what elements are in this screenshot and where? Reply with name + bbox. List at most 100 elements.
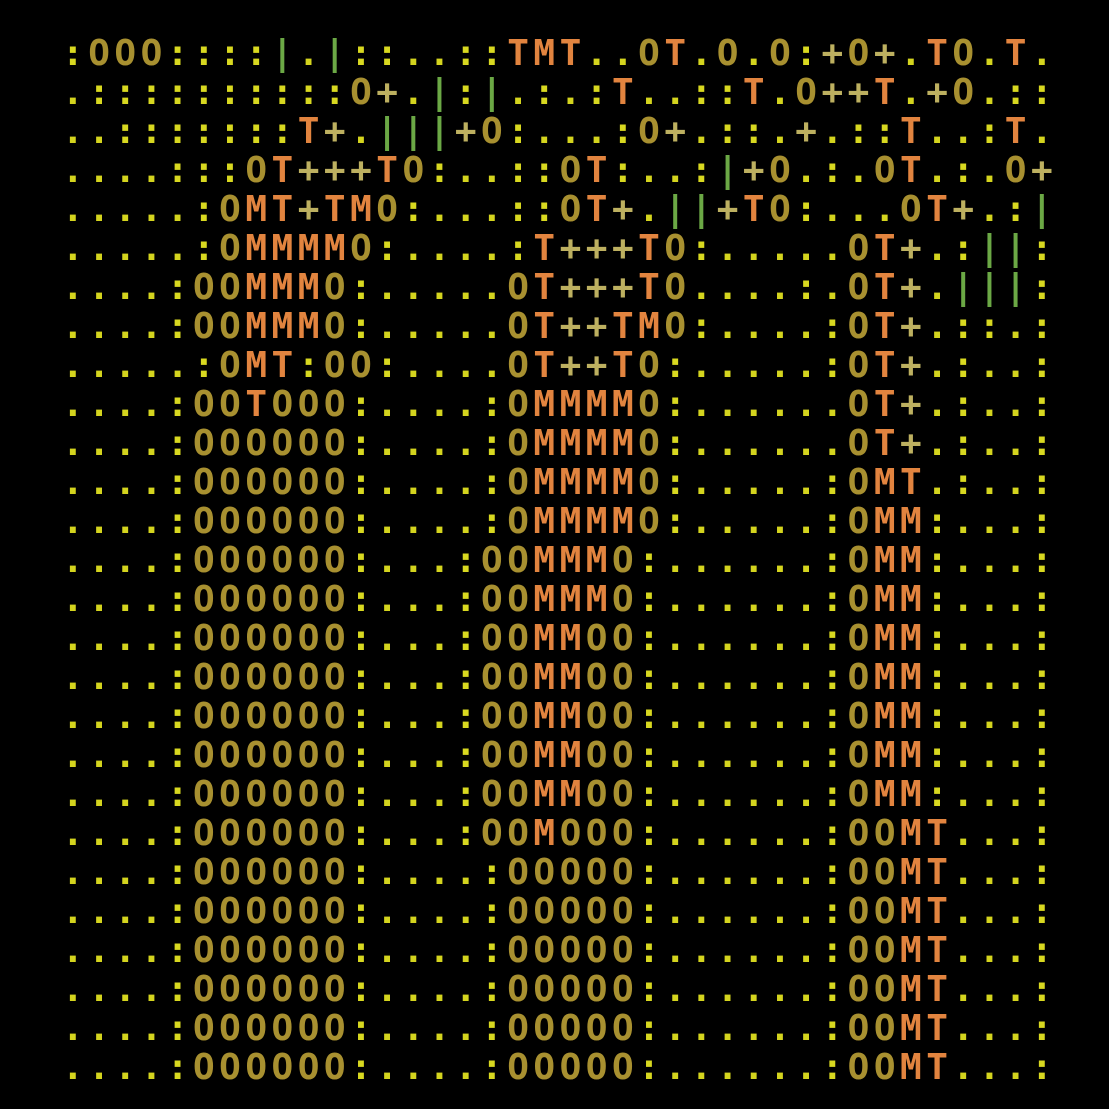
ascii-cell: . [481,229,503,268]
ascii-cell: O [716,34,739,73]
ascii-cell: . [742,853,765,892]
ascii-cell: . [454,463,477,502]
ascii-cell: + [847,73,870,112]
ascii-cell: O [585,931,608,970]
ascii-cell: . [926,424,948,463]
ascii-cell: O [847,892,870,931]
ascii-cell: . [1004,307,1027,346]
ascii-cell: . [716,775,739,814]
ascii-cell: . [140,736,163,775]
ascii-cell: O [847,463,870,502]
ascii-cell: . [690,346,713,385]
ascii-cell: O [192,931,215,970]
ascii-cell: . [978,1009,1001,1048]
ascii-cell: T [664,34,686,73]
ascii-cell: . [88,190,110,229]
ascii-cell: : [166,1009,189,1048]
ascii-cell: O [559,814,582,853]
ascii-row: .....: O M T + T M O:...:: O T +. | | + T O:... O T +.: | [62,190,1058,229]
ascii-cell: . [376,931,398,970]
ascii-cell: : [350,268,372,307]
ascii-cell: + [900,346,922,385]
ascii-cell: . [88,775,110,814]
ascii-cell: T [533,307,556,346]
ascii-cell: M [900,658,922,697]
ascii-cell: . [62,697,84,736]
ascii-cell: . [742,970,765,1009]
ascii-cell: O [533,1009,556,1048]
ascii-cell: . [664,73,686,112]
ascii-cell: T [742,190,765,229]
ascii-cell: O [847,502,870,541]
ascii-cell: O [219,1009,241,1048]
ascii-cell: . [664,853,686,892]
ascii-cell: O [271,463,294,502]
ascii-cell: . [62,970,84,1009]
ascii-cell: . [166,229,189,268]
ascii-cell: . [664,814,686,853]
ascii-cell: . [88,736,110,775]
ascii-cell: + [454,112,477,151]
ascii-cell: . [821,268,844,307]
ascii-cell: O [219,580,241,619]
ascii-cell: M [585,424,608,463]
ascii-cell: M [533,619,556,658]
ascii-cell: . [716,307,739,346]
ascii-cell: O [219,970,241,1009]
ascii-cell: . [769,697,791,736]
ascii-cell: O [900,190,922,229]
ascii-cell: O [638,502,660,541]
ascii-cell: : [114,73,137,112]
ascii-cell: . [140,853,163,892]
ascii-cell: O [192,424,215,463]
ascii-cell: . [664,697,686,736]
ascii-cell: O [245,151,267,190]
ascii-cell: . [769,970,791,1009]
ascii-cell: O [323,736,346,775]
ascii-cell: | [978,229,1001,268]
ascii-cell: + [297,151,320,190]
ascii-cell: : [638,1009,660,1048]
ascii-cell: : [114,112,137,151]
ascii-cell: : [1030,229,1053,268]
ascii-cell: . [428,268,451,307]
ascii-cell: : [140,73,163,112]
ascii-cell: : [350,775,372,814]
ascii-cell: : [350,892,372,931]
ascii-cell: . [690,658,713,697]
ascii-cell: O [559,190,582,229]
ascii-cell: . [742,775,765,814]
ascii-cell: : [926,658,948,697]
ascii-cell: : [926,580,948,619]
ascii-cell: O [219,658,241,697]
ascii-cell: . [978,34,1001,73]
ascii-cell: O [192,307,215,346]
ascii-cell: O [245,736,267,775]
ascii-cell: : [376,34,398,73]
ascii-cell: O [271,814,294,853]
ascii-cell: + [952,190,975,229]
ascii-cell: . [952,697,975,736]
ascii-cell: O [271,736,294,775]
ascii-cell: . [769,424,791,463]
ascii-cell: O [873,853,896,892]
ascii-cell: T [873,73,896,112]
ascii-cell: . [795,892,817,931]
ascii-row: ....::: O T + + + T O:..:: O T:..: | + O.:. O T.:. O + [62,151,1058,190]
ascii-cell: O [271,619,294,658]
ascii-cell: + [926,73,948,112]
ascii-cell: . [140,229,163,268]
ascii-cell: . [952,1009,975,1048]
ascii-cell: . [978,463,1001,502]
ascii-cell: : [638,970,660,1009]
ascii-cell: . [742,307,765,346]
ascii-cell: T [926,814,948,853]
ascii-cell: : [166,658,189,697]
ascii-cell: M [533,736,556,775]
ascii-cell: . [140,970,163,1009]
ascii-cell: M [873,697,896,736]
ascii-cell: . [1004,619,1027,658]
ascii-cell: M [900,970,922,1009]
